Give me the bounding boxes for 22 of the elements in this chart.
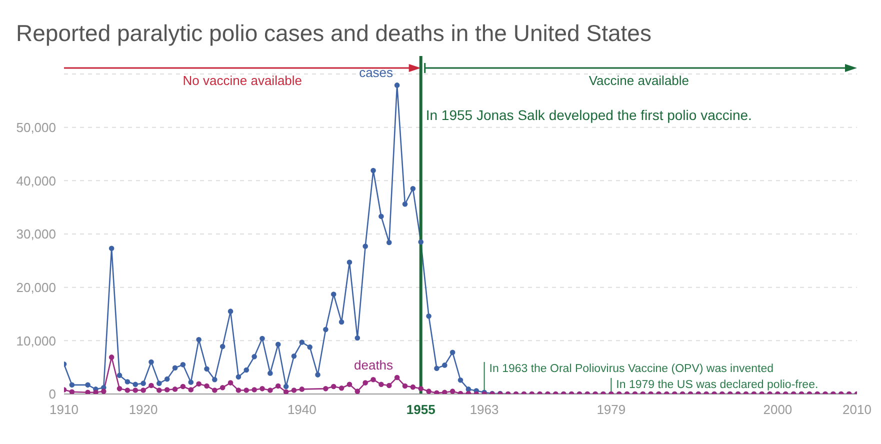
x-tick-label: 1979	[596, 402, 626, 417]
x-tick-label: 1940	[287, 402, 316, 417]
annotation: Vaccine available	[588, 73, 690, 88]
x-tick-label: 1920	[128, 402, 158, 417]
y-tick-label: 10,000	[16, 333, 56, 348]
ref-line-label: In 1963 the Oral Poliovirus Vaccine (OPV) was invented	[489, 363, 774, 375]
series-label: cases	[359, 65, 394, 80]
y-tick-label: 20,000	[16, 280, 56, 295]
x-tick-label: 2000	[763, 402, 792, 417]
series-label: deaths	[354, 357, 394, 372]
y-tick-label: 30,000	[16, 226, 56, 242]
ref-line-label: In 1955 Jonas Salk developed the first polio vaccine.	[426, 107, 752, 123]
x-tick-label: 1955	[406, 402, 436, 417]
x-tick-label: 1910	[50, 402, 78, 417]
y-tick-label: 40,000	[16, 173, 56, 188]
x-tick-label: 2010	[842, 402, 872, 417]
y-tick-label: 0	[48, 386, 56, 402]
x-tick-label: 1963	[470, 402, 499, 417]
y-tick-label: 50,000	[16, 120, 56, 135]
annotation: No vaccine available	[182, 73, 302, 88]
chart-title: Reported paralytic polio cases and deaths in the United States	[15, 19, 652, 48]
ref-line-label: In 1979 the US was declared polio-free.	[616, 379, 818, 391]
